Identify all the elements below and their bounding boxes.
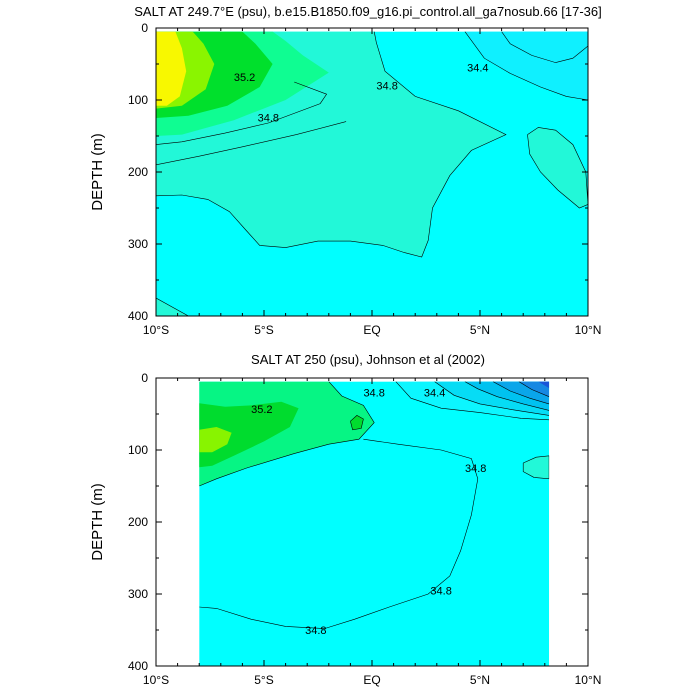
y-axis-label: DEPTH (m) xyxy=(89,133,106,211)
x-tick-label: 5°S xyxy=(254,673,273,687)
panel-2: 35.2 34.8 34.4 34.8 34.8 34.8 10°S 5°S EQ 5°N 10°N… xyxy=(89,352,601,687)
contour-label: 35.2 xyxy=(251,404,272,416)
x-tick-label: 5°N xyxy=(470,673,490,687)
region-fresh-mid xyxy=(464,31,588,101)
contour-line xyxy=(199,438,479,629)
x-tick-label: 10°S xyxy=(143,673,169,687)
contour-line xyxy=(156,297,189,316)
contour-line xyxy=(156,81,328,145)
contour-line xyxy=(156,31,507,258)
y-tick-label: 400 xyxy=(128,659,148,673)
contour-line xyxy=(156,121,347,166)
region-blob xyxy=(350,415,364,430)
y-tick-label: 0 xyxy=(141,21,148,35)
chart-title: SALT AT 250 (psu), Johnson et al (2002) xyxy=(251,352,485,367)
contour-label: 34.4 xyxy=(467,63,488,75)
x-tick-label: EQ xyxy=(363,673,380,687)
contour-line xyxy=(522,455,550,480)
contour-line xyxy=(527,127,588,209)
y-tick-label: 0 xyxy=(141,371,148,385)
y-tick-label: 200 xyxy=(128,165,148,179)
x-tick-label: EQ xyxy=(363,323,380,337)
y-tick-label: 300 xyxy=(128,587,148,601)
region-south-patch xyxy=(527,127,588,208)
contour-label: 34.8 xyxy=(258,112,279,124)
contour-line xyxy=(395,381,550,421)
contour-line xyxy=(464,381,550,411)
contour-line xyxy=(492,381,550,405)
region-blob2 xyxy=(523,455,550,479)
panel-1: 35.2 34.8 34.8 34.4 10°S 5°S EQ 5°N 10°N 0 100 200 3… xyxy=(89,4,602,337)
y-tick-label: 100 xyxy=(128,443,148,457)
y-tick-label: 100 xyxy=(128,93,148,107)
y-tick-label: 400 xyxy=(128,309,148,323)
x-tick-label: 5°N xyxy=(470,323,490,337)
region-fresh-6 xyxy=(538,381,550,389)
contour-line xyxy=(434,381,550,416)
contour-line xyxy=(464,31,588,101)
contour-label: 34.8 xyxy=(430,585,451,597)
y-tick-label: 200 xyxy=(128,515,148,529)
contour-label: 34.8 xyxy=(305,625,326,637)
salinity-field: 35.2 34.8 34.8 34.4 xyxy=(156,31,588,316)
region-high-4 xyxy=(156,31,187,106)
y-tick-label: 300 xyxy=(128,237,148,251)
region-high-2 xyxy=(199,401,299,468)
x-tick-label: 10°N xyxy=(575,323,602,337)
region-fresh-5 xyxy=(518,381,550,397)
contour-label: 35.2 xyxy=(234,72,255,84)
x-tick-label: 10°S xyxy=(143,323,169,337)
contour-label: 34.8 xyxy=(465,463,486,475)
x-tick-label: 5°S xyxy=(254,323,273,337)
salinity-field: 35.2 34.8 34.4 34.8 34.8 34.8 xyxy=(199,381,550,666)
region-high-3 xyxy=(199,427,232,453)
contour-line xyxy=(350,415,364,431)
contour-label: 34.4 xyxy=(424,387,445,399)
chart-title: SALT AT 249.7°E (psu), b.e15.B1850.f09_g… xyxy=(134,4,602,19)
contour-label: 34.8 xyxy=(363,387,384,399)
contour-line xyxy=(518,381,550,397)
x-tick-label: 10°N xyxy=(575,673,602,687)
y-axis-label: DEPTH (m) xyxy=(89,483,106,561)
contour-label: 34.8 xyxy=(376,81,397,93)
contour-line xyxy=(501,31,588,63)
contour-line xyxy=(199,381,375,487)
